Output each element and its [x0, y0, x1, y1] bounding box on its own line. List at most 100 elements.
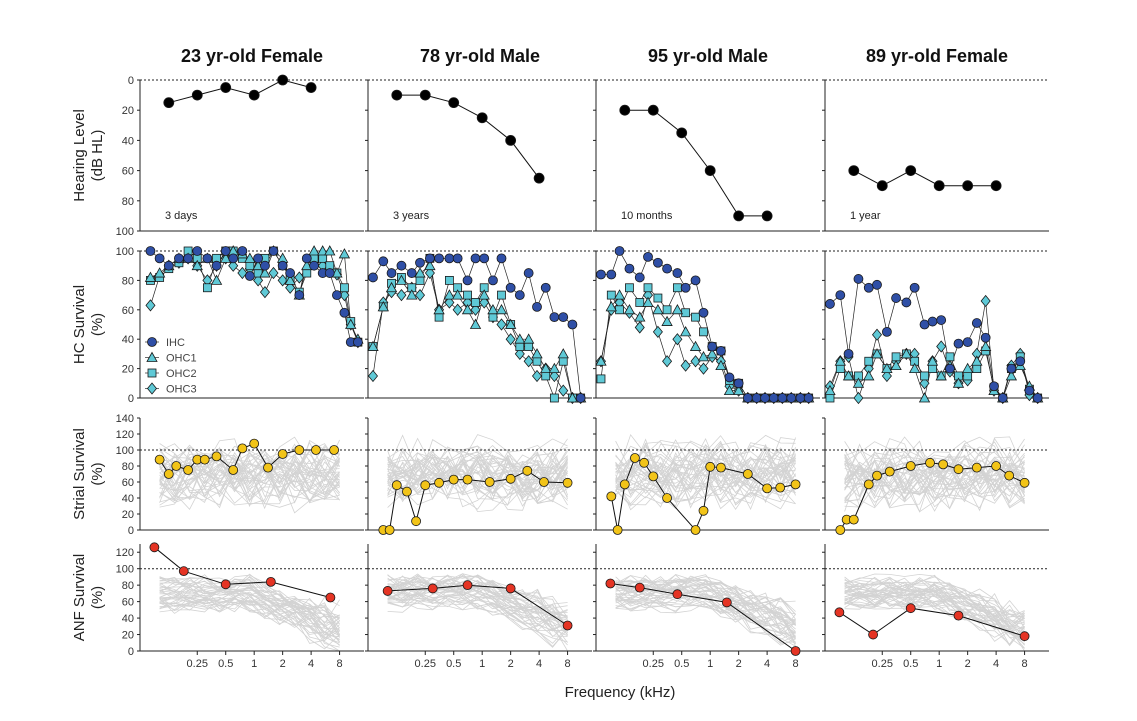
background-trace [159, 464, 340, 510]
background-traces [387, 434, 568, 513]
series-line [624, 109, 768, 217]
background-trace [159, 443, 340, 485]
data-point-ohc1 [671, 303, 684, 315]
data-point [704, 165, 716, 177]
x-tick-label: 0.5 [903, 658, 918, 670]
data-point [277, 74, 289, 86]
data-point [790, 646, 801, 656]
data-point [183, 465, 193, 475]
data-point-ihc [488, 275, 498, 286]
data-point-ohc2 [532, 356, 542, 366]
data-point-ohc3 [496, 318, 507, 331]
data-point-ihc [1006, 363, 1017, 374]
background-trace [615, 438, 796, 484]
data-point [448, 474, 459, 485]
data-point-ohc1 [487, 303, 499, 315]
data-point [434, 477, 444, 488]
data-point-ihc [997, 393, 1008, 403]
data-point-ohc2 [444, 275, 454, 285]
data-point-ohc3 [253, 274, 264, 287]
data-point-ihc [309, 260, 319, 271]
data-point-ohc3 [523, 355, 534, 368]
background-trace [387, 463, 568, 513]
data-point-ohc1 [367, 340, 379, 351]
data-point-ohc1 [514, 333, 526, 344]
background-trace [387, 594, 568, 637]
data-point-ohc2 [541, 371, 551, 381]
data-point-ihc [971, 318, 982, 328]
background-trace [615, 449, 796, 480]
background-trace [387, 584, 568, 626]
background-trace [844, 581, 1025, 628]
background-trace [615, 591, 796, 644]
data-point [265, 576, 276, 587]
data-point-ohc3 [237, 266, 248, 280]
x-tick-label: 0.25 [415, 658, 436, 670]
data-point [962, 180, 974, 192]
legend-marker-ihc [147, 337, 157, 347]
data-point [647, 104, 659, 116]
y-tick-label: 0 [128, 646, 134, 658]
data-point-ohc1 [623, 303, 636, 315]
data-point-ohc3 [277, 274, 288, 287]
anf-survival-panel: 0 20 40 60 80 100 120 0.25 0.5 1 2 4 8 [116, 542, 364, 670]
background-trace [387, 581, 568, 620]
data-point [953, 610, 964, 621]
background-trace [615, 440, 796, 482]
data-point-ihc [228, 253, 239, 264]
data-point [662, 493, 672, 503]
data-point [163, 97, 175, 109]
series-line [853, 170, 997, 187]
data-point-ohc3 [228, 259, 239, 272]
background-trace [844, 576, 1025, 624]
data-point-ohc2 [302, 268, 312, 278]
data-point-ihc [396, 260, 407, 271]
data-point-ohc1 [461, 303, 474, 315]
data-point-ihc [853, 274, 864, 284]
data-point [462, 580, 473, 591]
data-point-ihc [953, 338, 964, 349]
x-tick-label: 4 [993, 658, 999, 670]
data-point [391, 480, 402, 491]
data-point-ohc3 [936, 340, 947, 353]
x-tick-label: 2 [965, 658, 971, 670]
data-point-ohc2 [497, 290, 506, 300]
background-trace [159, 593, 340, 640]
row-label-line2: (%) [89, 462, 106, 485]
data-point [905, 165, 917, 177]
data-point [476, 112, 488, 124]
data-point-ohc2 [963, 371, 973, 381]
data-point [733, 210, 745, 222]
background-trace [387, 450, 568, 496]
data-point [562, 620, 573, 631]
data-point-ihc [294, 290, 305, 301]
y-tick-label: 100 [116, 564, 134, 576]
legend-label-ohc1: OHC1 [166, 353, 197, 365]
data-point-ohc1 [706, 348, 718, 359]
data-point-ohc1 [652, 303, 664, 315]
background-trace [159, 439, 340, 487]
background-trace [387, 586, 568, 632]
chart-column-2: 10 months 0.25 0.5 1 2 4 8 [593, 79, 820, 670]
x-tick-label: 2 [736, 658, 742, 670]
data-point-ohc3 [652, 325, 663, 338]
duration-note: 3 days [165, 210, 198, 222]
y-tick-label: 40 [122, 493, 134, 505]
data-point-ohc2 [596, 374, 606, 384]
data-point-ohc2 [524, 342, 534, 351]
data-point-ihc [406, 268, 417, 278]
background-trace [615, 437, 796, 483]
data-point-ohc2 [635, 298, 645, 307]
data-point-ohc2 [643, 283, 653, 293]
background-trace [159, 575, 340, 619]
data-point-ohc3 [452, 303, 463, 316]
data-point-ohc2 [835, 364, 845, 374]
data-point-ihc [672, 268, 683, 278]
data-point [178, 566, 189, 577]
data-point [705, 461, 716, 472]
background-trace [159, 580, 340, 635]
data-point-ohc2 [434, 312, 444, 322]
background-trace [387, 461, 568, 508]
data-point-ihc [596, 269, 606, 280]
